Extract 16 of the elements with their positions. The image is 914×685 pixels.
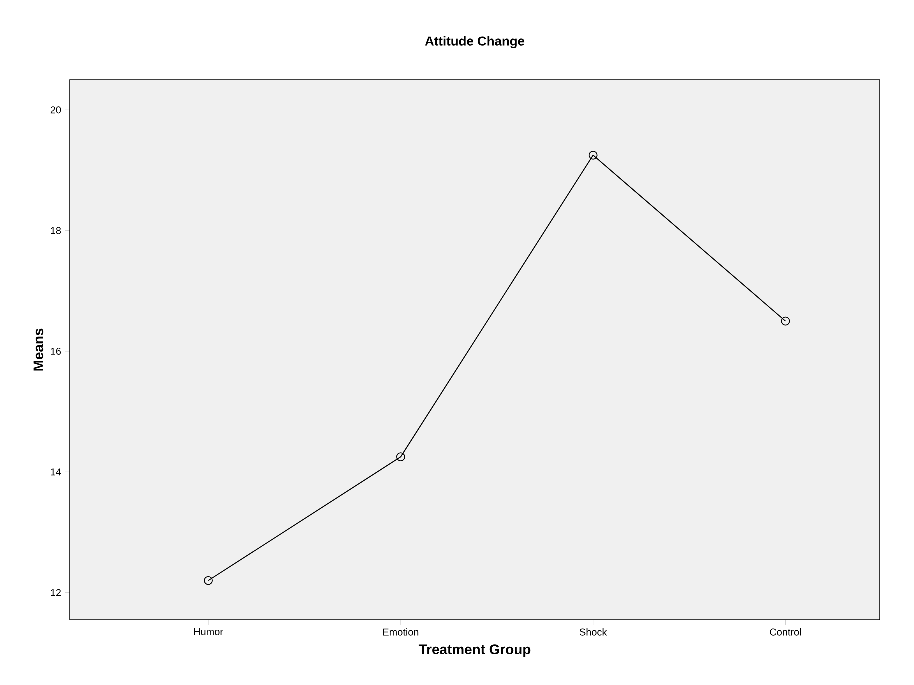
x-tick-label: Emotion (383, 628, 419, 636)
y-tick-label: 18 (51, 227, 62, 234)
chart-title: Attitude Change (425, 36, 525, 48)
y-axis-title: Means (34, 328, 44, 371)
point (781, 316, 790, 326)
y-tick-label: 14 (51, 468, 62, 476)
y-tick-label: 12 (51, 589, 61, 596)
y-tick-label: 16 (51, 348, 62, 356)
point (588, 150, 598, 160)
x-tick-label: Humor (194, 628, 224, 636)
x-tick-label: Shock (580, 628, 608, 636)
x-axis-title: Treatment Group (418, 644, 531, 658)
x-tick-label: Control (770, 628, 802, 636)
point (396, 452, 406, 462)
point (204, 576, 213, 586)
y-tick-label: 20 (50, 106, 62, 114)
